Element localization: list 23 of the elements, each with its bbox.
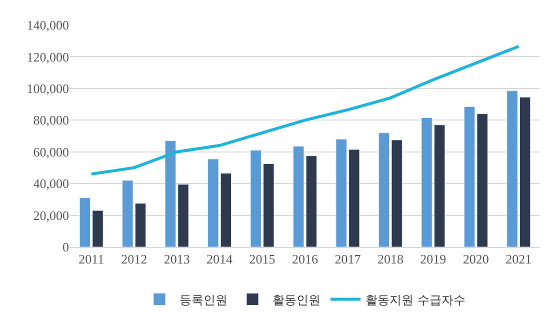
legend-label: 등록인원 bbox=[180, 292, 228, 307]
y-tick-label: 140,000 bbox=[26, 18, 69, 33]
x-tick-label: 2017 bbox=[334, 252, 362, 267]
x-tick-label: 2020 bbox=[462, 252, 489, 267]
x-tick-label: 2021 bbox=[506, 252, 532, 267]
legend-label: 활동인원 bbox=[272, 292, 320, 307]
y-tick-label: 100,000 bbox=[26, 80, 69, 96]
y-tick-label: 120,000 bbox=[26, 49, 69, 64]
x-tick-label: 2011 bbox=[78, 252, 104, 267]
y-tick-label: 60,000 bbox=[33, 144, 69, 160]
y-tick-label: 80,000 bbox=[33, 112, 69, 128]
line-series bbox=[90, 44, 520, 176]
y-tick-label: 40,000 bbox=[33, 176, 69, 192]
legend-label: 활동지원 수급자수 bbox=[366, 292, 466, 307]
x-tick-label: 2012 bbox=[121, 252, 148, 267]
y-tick-label: 0 bbox=[62, 240, 69, 255]
x-tick-label: 2014 bbox=[206, 252, 234, 267]
x-tick-label: 2015 bbox=[249, 252, 276, 267]
x-tick-label: 2016 bbox=[292, 252, 318, 267]
y-tick-label: 20,000 bbox=[33, 208, 69, 223]
x-tick-label: 2019 bbox=[420, 252, 446, 267]
x-tick-label: 2018 bbox=[377, 252, 404, 267]
x-tick-label: 2013 bbox=[164, 252, 190, 267]
